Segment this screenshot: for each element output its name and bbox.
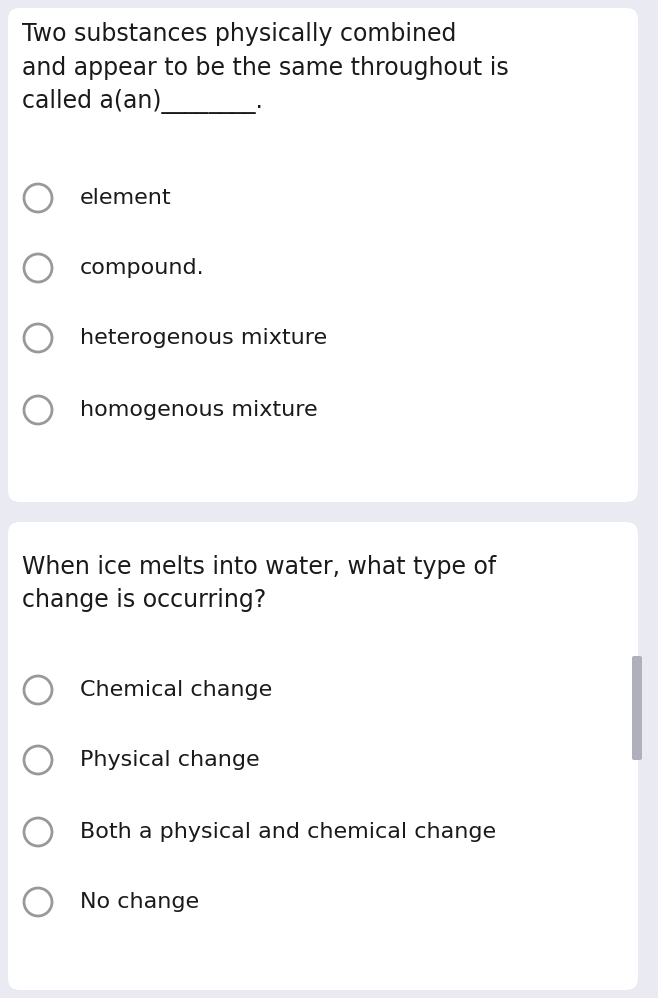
Circle shape bbox=[24, 676, 52, 704]
Circle shape bbox=[24, 184, 52, 212]
Circle shape bbox=[24, 324, 52, 352]
Circle shape bbox=[24, 254, 52, 282]
FancyBboxPatch shape bbox=[8, 8, 638, 502]
Text: Two substances physically combined
and appear to be the same throughout is
calle: Two substances physically combined and a… bbox=[22, 22, 509, 114]
Text: element: element bbox=[80, 188, 172, 208]
Circle shape bbox=[24, 818, 52, 846]
Text: homogenous mixture: homogenous mixture bbox=[80, 400, 318, 420]
Text: Chemical change: Chemical change bbox=[80, 680, 272, 700]
Circle shape bbox=[24, 396, 52, 424]
Text: heterogenous mixture: heterogenous mixture bbox=[80, 328, 327, 348]
Text: Physical change: Physical change bbox=[80, 750, 260, 770]
FancyBboxPatch shape bbox=[8, 522, 638, 990]
Text: When ice melts into water, what type of
change is occurring?: When ice melts into water, what type of … bbox=[22, 555, 496, 613]
Text: No change: No change bbox=[80, 892, 199, 912]
Circle shape bbox=[24, 746, 52, 774]
FancyBboxPatch shape bbox=[632, 656, 642, 760]
Text: Both a physical and chemical change: Both a physical and chemical change bbox=[80, 822, 496, 842]
Text: compound.: compound. bbox=[80, 258, 205, 278]
Circle shape bbox=[24, 888, 52, 916]
